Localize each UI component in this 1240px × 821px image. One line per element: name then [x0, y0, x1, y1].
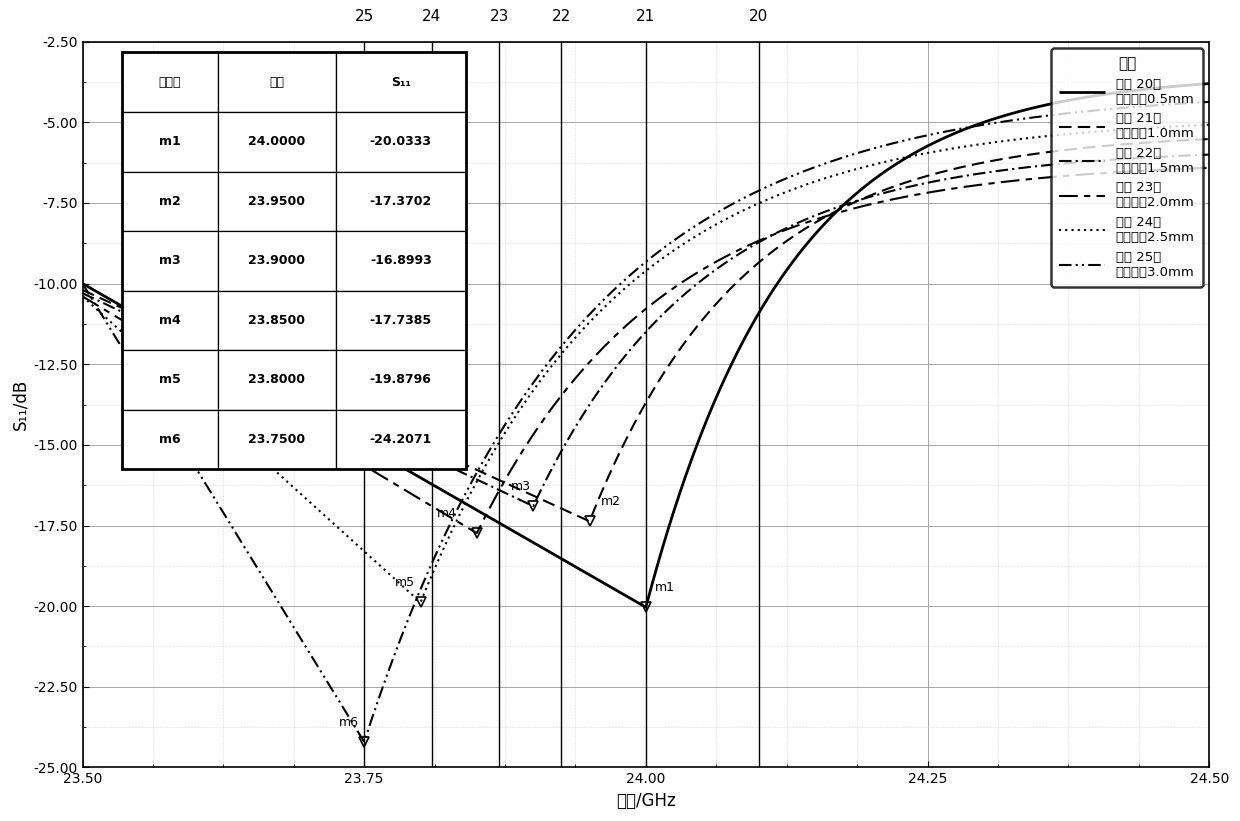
- Text: m2: m2: [159, 195, 181, 208]
- Bar: [122, 172, 218, 231]
- Bar: [122, 410, 218, 469]
- Y-axis label: S₁₁/dB: S₁₁/dB: [11, 379, 29, 430]
- Text: 25: 25: [355, 9, 373, 24]
- Text: 频率: 频率: [269, 76, 284, 89]
- Text: m3: m3: [511, 480, 531, 493]
- Text: 23: 23: [490, 9, 510, 24]
- Text: S₁₁: S₁₁: [391, 76, 410, 89]
- Bar: [336, 53, 465, 112]
- Text: m6: m6: [339, 716, 358, 729]
- Bar: [218, 231, 336, 291]
- Text: m2: m2: [601, 495, 621, 508]
- Text: m3: m3: [159, 255, 181, 268]
- Text: -17.3702: -17.3702: [370, 195, 432, 208]
- Text: m5: m5: [159, 374, 181, 387]
- Bar: [336, 410, 465, 469]
- Bar: [218, 172, 336, 231]
- Bar: [122, 231, 218, 291]
- Bar: [122, 350, 218, 410]
- Text: 21: 21: [636, 9, 656, 24]
- Text: -19.8796: -19.8796: [370, 374, 432, 387]
- Bar: [218, 112, 336, 172]
- Text: 24.0000: 24.0000: [248, 135, 305, 149]
- Bar: [218, 291, 336, 350]
- Bar: [122, 53, 218, 112]
- Bar: [218, 410, 336, 469]
- Bar: [336, 350, 465, 410]
- Text: m4: m4: [436, 507, 456, 521]
- Bar: [218, 53, 336, 112]
- Bar: [336, 172, 465, 231]
- Text: m1: m1: [159, 135, 181, 149]
- Legend: 曲线 20：
叶尖间隙0.5mm, 曲线 21：
叶尖间隙1.0mm, 曲线 22：
叶尖间隙1.5mm, 曲线 23：
叶尖间隙2.0mm, 曲线 24：
叶: 曲线 20： 叶尖间隙0.5mm, 曲线 21： 叶尖间隙1.0mm, 曲线 2…: [1052, 48, 1203, 287]
- Text: 23.9000: 23.9000: [248, 255, 305, 268]
- Text: 23.8000: 23.8000: [248, 374, 305, 387]
- Text: 20: 20: [749, 9, 768, 24]
- Bar: [122, 53, 465, 469]
- Text: 24: 24: [422, 9, 441, 24]
- Bar: [218, 350, 336, 410]
- Text: -17.7385: -17.7385: [370, 314, 432, 327]
- Bar: [122, 291, 218, 350]
- Text: -24.2071: -24.2071: [370, 433, 432, 446]
- Text: m4: m4: [159, 314, 181, 327]
- Bar: [336, 112, 465, 172]
- Bar: [336, 291, 465, 350]
- Text: -20.0333: -20.0333: [370, 135, 432, 149]
- Text: 23.8500: 23.8500: [248, 314, 305, 327]
- Bar: [122, 112, 218, 172]
- Text: 23.7500: 23.7500: [248, 433, 305, 446]
- Text: 23.9500: 23.9500: [248, 195, 305, 208]
- Text: m5: m5: [394, 576, 415, 589]
- Text: 馻波点: 馻波点: [159, 76, 181, 89]
- X-axis label: 频率/GHz: 频率/GHz: [616, 792, 676, 810]
- Text: m1: m1: [655, 581, 675, 594]
- Text: -16.8993: -16.8993: [370, 255, 432, 268]
- Text: m6: m6: [159, 433, 181, 446]
- Bar: [336, 231, 465, 291]
- Text: 22: 22: [552, 9, 570, 24]
